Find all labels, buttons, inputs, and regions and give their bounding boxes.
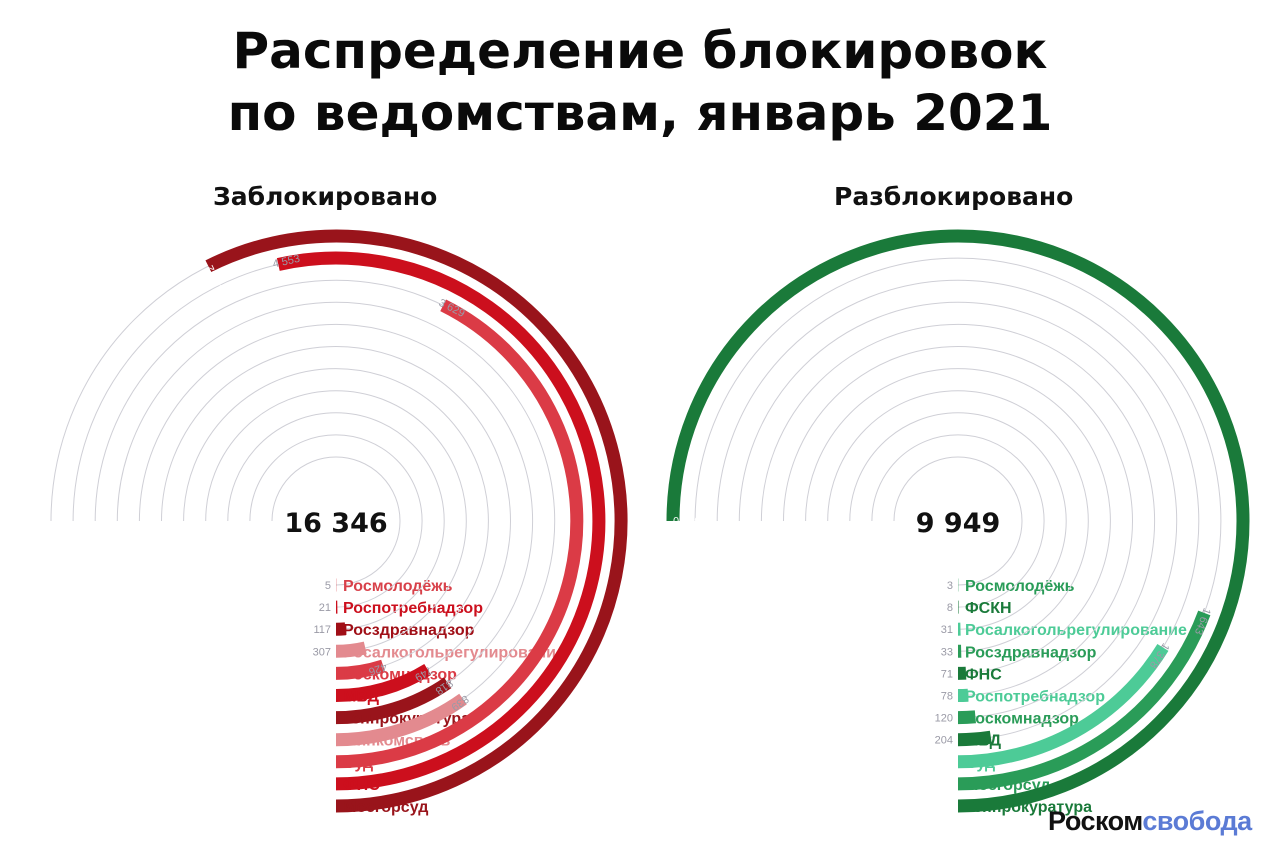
- blocked-category-label: Росалкогольрегулирование: [343, 644, 565, 661]
- logo-part-1: Роском: [1048, 806, 1143, 836]
- unblocked-category-label: Генпрокуратура: [965, 799, 1092, 816]
- unblocked-value-label: 6 380: [673, 514, 701, 526]
- blocked-value-label: 21: [319, 602, 331, 614]
- roskomsvoboda-logo: Роскомсвобода: [1048, 806, 1252, 837]
- blocked-bar-series-6: [335, 677, 452, 725]
- unblocked-guide-ring: [871, 434, 1045, 608]
- unblocked-category-label: Роскомнадзор: [965, 711, 1079, 728]
- blocked-category-label: Мосгорсуд: [343, 799, 428, 816]
- unblocked-value-label: 3: [947, 580, 953, 592]
- blocked-value-label: 117: [313, 624, 331, 636]
- unblocked-value-label: 120: [935, 713, 953, 725]
- unblocked-category-label: МВД: [965, 733, 1002, 750]
- unblocked-guide-ring: [827, 390, 1089, 652]
- unblocked-bar-series-9: [957, 610, 1211, 791]
- blocked-value-label: 5: [325, 580, 331, 592]
- blocked-guide-ring: [271, 456, 401, 586]
- blocked-guide-ring: [205, 390, 467, 652]
- blocked-total: 16 346: [284, 508, 387, 539]
- unblocked-value-label: 204: [935, 735, 953, 747]
- blocked-category-label: Росздравнадзор: [343, 622, 475, 639]
- blocked-guide-ring: [227, 412, 445, 630]
- blocked-guide-ring: [161, 346, 511, 696]
- unblocked-value-label: 31: [941, 624, 953, 636]
- unblocked-category-label: Мосгорсуд: [965, 777, 1050, 794]
- unblocked-category-label: Роспотребнадзор: [965, 689, 1105, 706]
- blocked-bar-series-5: [335, 663, 432, 702]
- blocked-bar-series-3: [335, 641, 367, 658]
- unblocked-total: 9 949: [916, 508, 1001, 539]
- blocked-value-label: 307: [313, 646, 331, 658]
- unblocked-chart-title: Разблокировано: [834, 182, 1074, 211]
- unblocked-bar-series-7: [957, 730, 992, 747]
- unblocked-value-label: 8: [947, 602, 953, 614]
- title-line-1: Распределение блокировок: [232, 22, 1048, 80]
- blocked-radial-chart: 16 346 Росмолодёжь5Роспотребнадзор21Росз…: [50, 229, 628, 816]
- blocked-guide-ring: [138, 323, 534, 719]
- unblocked-category-label: Росздравнадзор: [965, 644, 1097, 661]
- unblocked-guide-ring: [893, 456, 1023, 586]
- blocked-bar-series-8: [335, 299, 584, 769]
- unblocked-category-label: Суд: [965, 755, 995, 772]
- blocked-value-label: 4 882: [204, 263, 227, 293]
- unblocked-value-label: 71: [941, 668, 953, 680]
- unblocked-guide-ring: [783, 346, 1133, 696]
- title-line-2: по ведомствам, январь 2021: [227, 84, 1053, 142]
- unblocked-guide-ring: [738, 301, 1178, 741]
- blocked-bar-series-9: [276, 251, 606, 791]
- unblocked-value-label: 78: [941, 691, 953, 703]
- logo-part-2: свобода: [1142, 806, 1252, 836]
- blocked-bar-series-4: [335, 659, 386, 680]
- blocked-value-label: 426: [367, 660, 388, 677]
- unblocked-guide-ring: [849, 412, 1067, 630]
- blocked-value-label: 4 553: [272, 253, 301, 271]
- unblocked-bar-series-6: [957, 710, 976, 725]
- blocked-bar-series-7: [335, 693, 467, 747]
- unblocked-guide-ring: [805, 368, 1111, 674]
- blocked-category-label: МВД: [343, 689, 380, 706]
- blocked-category-label: Суд: [343, 755, 373, 772]
- blocked-category-label: Роспотребнадзор: [343, 600, 483, 617]
- blocked-guide-ring: [183, 368, 489, 674]
- unblocked-category-label: ФНС: [965, 666, 1002, 683]
- unblocked-value-label: 33: [941, 646, 953, 658]
- unblocked-bar-series-8: [957, 644, 1169, 769]
- blocked-category-label: ФНС: [343, 777, 380, 794]
- blocked-guide-ring: [249, 434, 423, 608]
- unblocked-guide-ring: [760, 323, 1156, 719]
- page-title: Распределение блокировок по ведомствам, …: [0, 20, 1280, 144]
- unblocked-radial-chart: 9 949 Росмолодёжь3ФСКН8Росалкогольрегули…: [666, 229, 1250, 816]
- unblocked-category-label: Росалкогольрегулирование: [965, 622, 1187, 639]
- blocked-chart-title: Заблокировано: [213, 182, 438, 211]
- blocked-category-label: Роскомнадзор: [343, 666, 457, 683]
- blocked-bar-series-10: [205, 229, 628, 813]
- unblocked-bar-series-10: [666, 229, 1250, 813]
- unblocked-category-label: ФСКН: [965, 600, 1012, 617]
- blocked-guide-ring: [116, 301, 556, 741]
